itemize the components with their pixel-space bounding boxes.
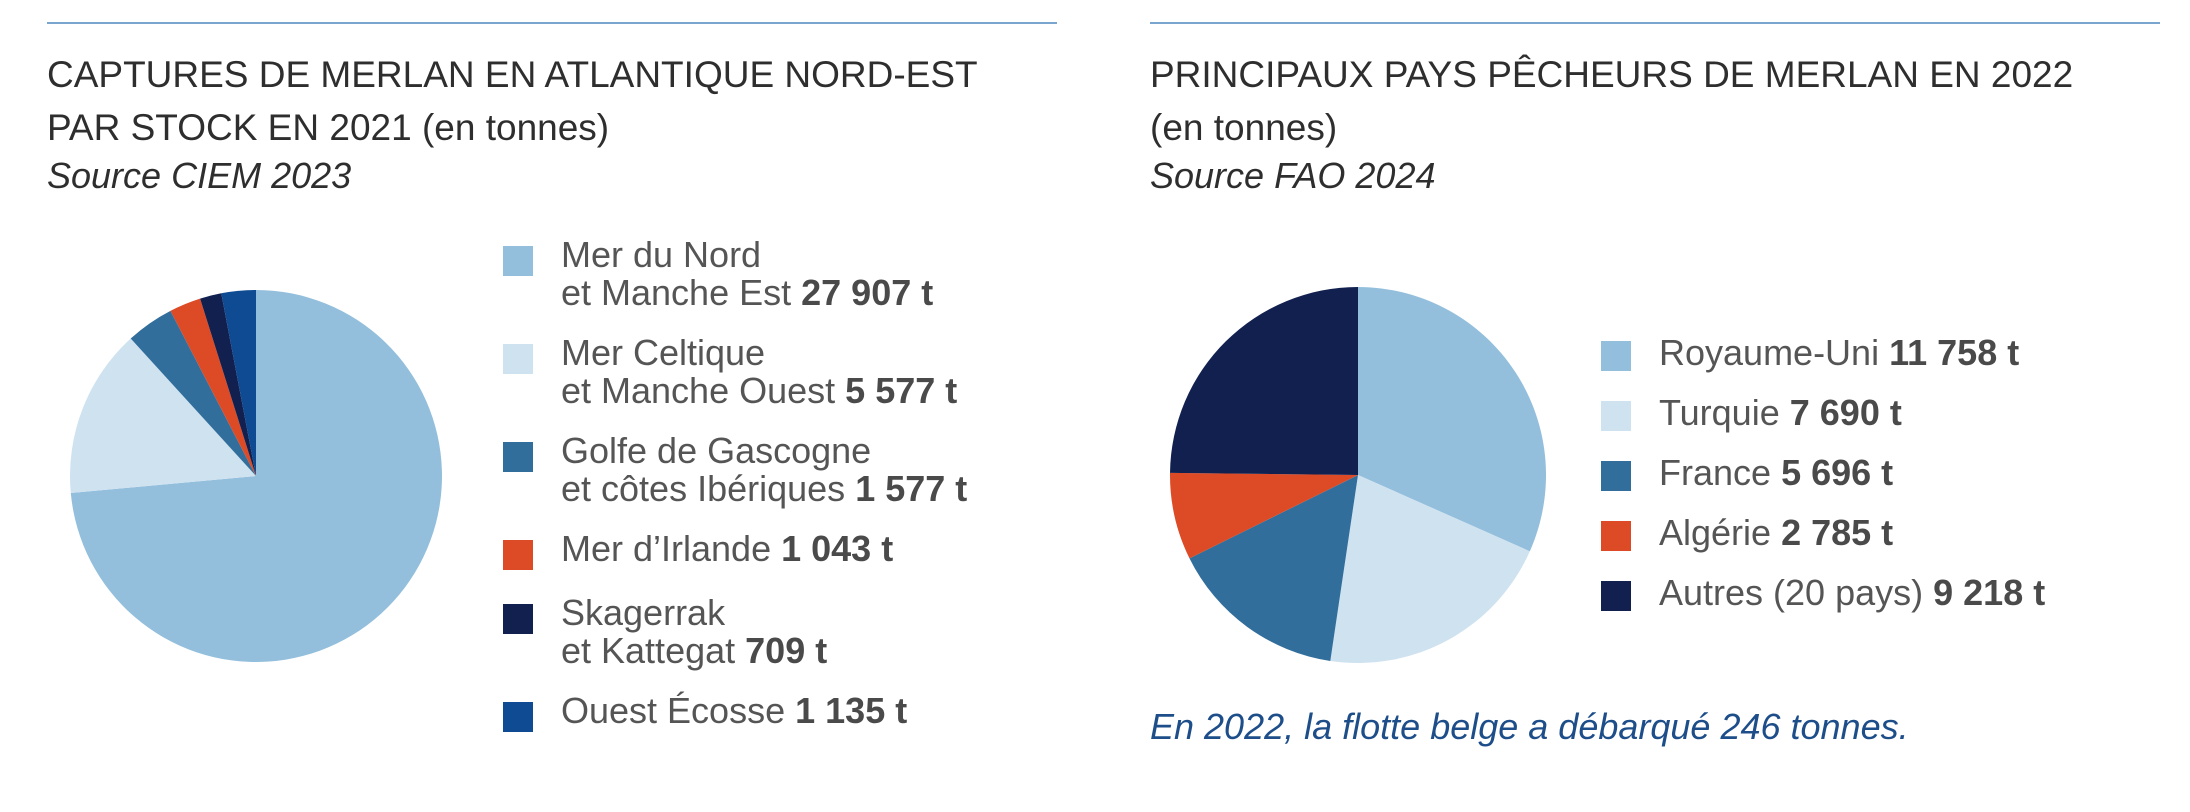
left-slice-golfe-de-gascogne-et-cotes-iberiques (130, 310, 256, 476)
left-title-line2: PAR STOCK EN 2021 (47, 107, 412, 148)
left-chart-title: CAPTURES DE MERLAN EN ATLANTIQUE NORD-ES… (47, 48, 1047, 154)
right-legend-category-text: Turquie (1659, 392, 1780, 433)
right-chart-panel: PRINCIPAUX PAYS PÊCHEURS DE MERLAN EN 20… (1150, 0, 2160, 812)
left-legend-swatch (503, 540, 533, 570)
right-legend-swatch (1601, 341, 1631, 371)
right-legend-category-text: Royaume-Uni (1659, 332, 1880, 373)
right-legend-label: Algérie 2 785 t (1659, 514, 1893, 552)
right-legend-value: 5 696 t (1781, 452, 1894, 493)
right-legend-category-text: Algérie (1659, 512, 1772, 553)
belgian-fleet-note: En 2022, la flotte belge a débarqué 246 … (1150, 706, 1909, 747)
right-chart-source: Source FAO 2024 (1150, 155, 1436, 196)
left-legend-category-text: Mer du Nord (561, 234, 762, 275)
right-pie-chart (1170, 287, 1546, 663)
right-slice-royaume-uni (1358, 287, 1546, 552)
left-title-unit: (en tonnes) (421, 107, 610, 148)
right-legend-label: France 5 696 t (1659, 454, 1893, 492)
left-legend-category-text: Mer d’Irlande (561, 528, 772, 569)
left-legend-value: 1 043 t (781, 528, 894, 569)
right-chart-title: PRINCIPAUX PAYS PÊCHEURS DE MERLAN EN 20… (1150, 48, 2150, 154)
right-slice-turquie (1330, 475, 1530, 663)
right-legend-label: Autres (20 pays) 9 218 t (1659, 574, 2045, 612)
left-slice-skagerrak-et-kattegat (200, 293, 256, 476)
left-legend-category-text: Skagerrak (561, 592, 726, 633)
left-legend-value: 1 135 t (795, 690, 908, 731)
left-legend-label: Ouest Écosse 1 135 t (561, 692, 907, 730)
left-pie-chart (70, 290, 442, 662)
right-title-unit: (en tonnes) (1150, 107, 1338, 148)
right-title-line1: PRINCIPAUX PAYS PÊCHEURS DE MERLAN EN 20… (1150, 54, 2074, 95)
left-legend-category-text: Mer Celtique (561, 332, 766, 373)
right-legend-swatch (1601, 401, 1631, 431)
left-legend-category-text: et côtes Ibériques (561, 468, 846, 509)
left-legend-value: 1 577 t (855, 468, 968, 509)
right-legend-swatch (1601, 521, 1631, 551)
left-legend-value: 5 577 t (845, 370, 958, 411)
right-legend-value: 9 218 t (1933, 572, 2046, 613)
left-legend-category-text: Ouest Écosse (561, 690, 786, 731)
left-legend-category-text: et Kattegat (561, 630, 736, 671)
left-legend-swatch (503, 442, 533, 472)
right-legend-value: 2 785 t (1781, 512, 1894, 553)
left-slice-mer-celtique-et-manche-ouest (70, 338, 256, 494)
left-legend-swatch (503, 344, 533, 374)
left-slice-mer-d-irlande (170, 298, 256, 476)
right-legend-label: Turquie 7 690 t (1659, 394, 1902, 432)
right-top-rule (1150, 22, 2160, 24)
right-slice-france (1189, 475, 1358, 661)
left-legend-swatch (503, 246, 533, 276)
left-legend-category-text: Golfe de Gascogne (561, 430, 872, 471)
left-legend-label: Mer du Nord et Manche Est 27 907 t (561, 236, 933, 312)
left-legend-label: Golfe de Gascogne et côtes Ibériques 1 57… (561, 432, 967, 508)
left-legend-label: Mer d’Irlande 1 043 t (561, 530, 893, 568)
left-legend-category-text: et Manche Est (561, 272, 792, 313)
right-legend-value: 7 690 t (1789, 392, 1902, 433)
right-legend-swatch (1601, 581, 1631, 611)
left-legend-value: 709 t (745, 630, 828, 671)
left-legend-swatch (503, 702, 533, 732)
right-slice-autres-20-pays (1170, 287, 1358, 475)
left-legend-label: Skagerrak et Kattegat 709 t (561, 594, 827, 670)
right-legend-category-text: Autres (20 pays) (1659, 572, 1924, 613)
right-legend-label: Royaume-Uni 11 758 t (1659, 334, 2019, 372)
right-legend-swatch (1601, 461, 1631, 491)
left-slice-mer-du-nord-et-manche-est (70, 290, 442, 662)
left-top-rule (47, 22, 1057, 24)
left-chart-source: Source CIEM 2023 (47, 155, 352, 196)
left-slice-ouest-ecosse (221, 290, 256, 476)
left-legend-swatch (503, 604, 533, 634)
left-legend-category-text: et Manche Ouest (561, 370, 836, 411)
right-legend-value: 11 758 t (1889, 332, 2020, 373)
left-legend-value: 27 907 t (801, 272, 934, 313)
right-legend-category-text: France (1659, 452, 1772, 493)
right-slice-algerie (1170, 472, 1358, 559)
left-chart-panel: CAPTURES DE MERLAN EN ATLANTIQUE NORD-ES… (47, 0, 1057, 812)
left-legend-label: Mer Celtique et Manche Ouest 5 577 t (561, 334, 957, 410)
left-title-line1: CAPTURES DE MERLAN EN ATLANTIQUE NORD-ES… (47, 54, 978, 95)
